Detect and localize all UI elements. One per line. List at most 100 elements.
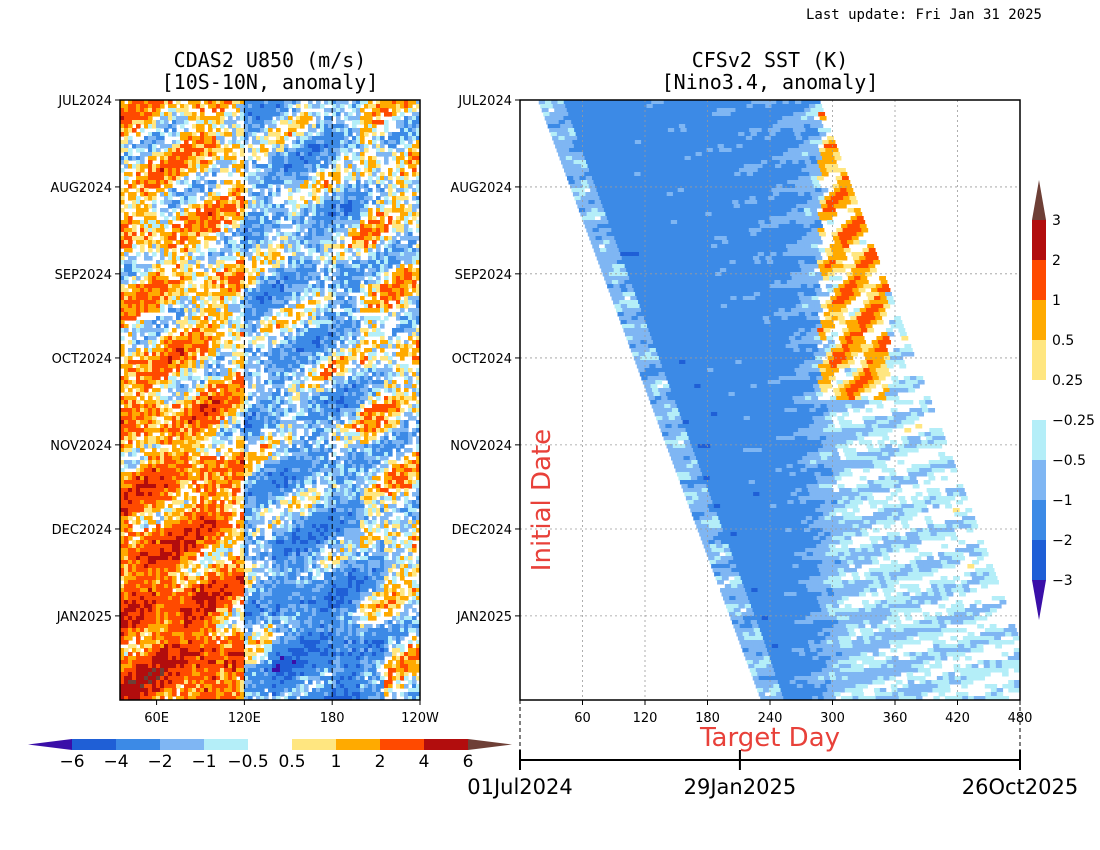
u850-cell [272, 104, 277, 109]
u850-cell [368, 324, 373, 329]
u850-cell [396, 196, 401, 201]
u850-cell [368, 256, 373, 261]
u850-cell [392, 392, 397, 397]
u850-cell [412, 324, 417, 329]
u850-cell [204, 308, 209, 313]
u850-cell [404, 124, 409, 129]
u850-cell [244, 324, 249, 329]
u850-cell [356, 308, 361, 313]
u850-cell [200, 340, 205, 345]
u850-cell [224, 372, 229, 377]
u850-cell [256, 280, 261, 285]
u850-cell [340, 316, 345, 321]
u850-cell [184, 252, 189, 257]
u850-cell [268, 196, 273, 201]
u850-cell [332, 264, 337, 269]
u850-cell [220, 404, 225, 409]
u850-cell [164, 244, 169, 249]
u850-cell [300, 404, 305, 409]
u850-cell [184, 288, 189, 293]
u850-cell [416, 116, 420, 121]
u850-cell [152, 104, 157, 109]
u850-cell [340, 392, 345, 397]
u850-cell [120, 252, 125, 257]
u850-cell [276, 376, 281, 381]
u850-cell [124, 356, 129, 361]
u850-cell [368, 168, 373, 173]
u850-cell [176, 356, 181, 361]
u850-cell [228, 292, 233, 297]
u850-cell [136, 168, 141, 173]
u850-cell [416, 380, 420, 385]
u850-cell [156, 180, 161, 185]
u850-cell [192, 316, 197, 321]
u850-cell [236, 388, 241, 393]
u850-cell [224, 160, 229, 165]
u850-cell [384, 108, 389, 113]
u850-cell [260, 120, 265, 125]
u850-cell [328, 260, 333, 265]
u850-cell [324, 416, 329, 421]
u850-cell [380, 348, 385, 353]
u850-cell [124, 380, 129, 385]
u850-cell [300, 252, 305, 257]
u850-cell [276, 220, 281, 225]
u850-cell [404, 104, 409, 109]
u850-cell [416, 236, 420, 241]
u850-cell [372, 332, 377, 337]
u850-cell [264, 132, 269, 137]
u850-cell [276, 312, 281, 317]
u850-cell [372, 308, 377, 313]
u850-cell [180, 168, 185, 173]
u850-cell [276, 116, 281, 121]
u850-cell [136, 180, 141, 185]
u850-cell [240, 228, 245, 233]
u850-cell [132, 280, 137, 285]
u850-cell [404, 128, 409, 133]
u850-cell [236, 360, 241, 365]
u850-cell [168, 296, 173, 301]
u850-cell [176, 240, 181, 245]
u850-cell [252, 224, 257, 229]
u850-cell [368, 380, 373, 385]
u850-cell [216, 260, 221, 265]
u850-cell [204, 148, 209, 153]
u850-cell [200, 232, 205, 237]
u850-cell [168, 204, 173, 209]
u850-cell [248, 100, 253, 105]
u850-cell [196, 184, 201, 189]
u850-cell [156, 348, 161, 353]
u850-cell [280, 116, 285, 121]
u850-cell [148, 292, 153, 297]
u850-cell [168, 100, 173, 105]
u850-cell [316, 356, 321, 361]
u850-cell [232, 140, 237, 145]
u850-cell [304, 256, 309, 261]
u850-cell [204, 324, 209, 329]
u850-cell [184, 328, 189, 333]
u850-cell [208, 324, 213, 329]
u850-cell [260, 444, 265, 449]
u850-cell [204, 408, 209, 413]
u850-cell [332, 376, 337, 381]
u850-cell [172, 348, 177, 353]
u850-cell [268, 104, 273, 109]
u850-cell [148, 328, 153, 333]
u850-cell [208, 120, 213, 125]
u850-cell [340, 336, 345, 341]
u850-cell [212, 212, 217, 217]
u850-cell [300, 332, 305, 337]
u850-cell [244, 132, 249, 137]
u850-cell [236, 132, 241, 137]
u850-cell [252, 312, 257, 317]
u850-cell [232, 240, 237, 245]
u850-cell [308, 240, 313, 245]
u850-cell [416, 172, 420, 177]
u850-cell [240, 304, 245, 309]
u850-cell [392, 276, 397, 281]
u850-cell [368, 128, 373, 133]
u850-cell [264, 128, 269, 133]
u850-cell [312, 420, 317, 425]
u850-cell [292, 364, 297, 369]
u850-cell [272, 132, 277, 137]
